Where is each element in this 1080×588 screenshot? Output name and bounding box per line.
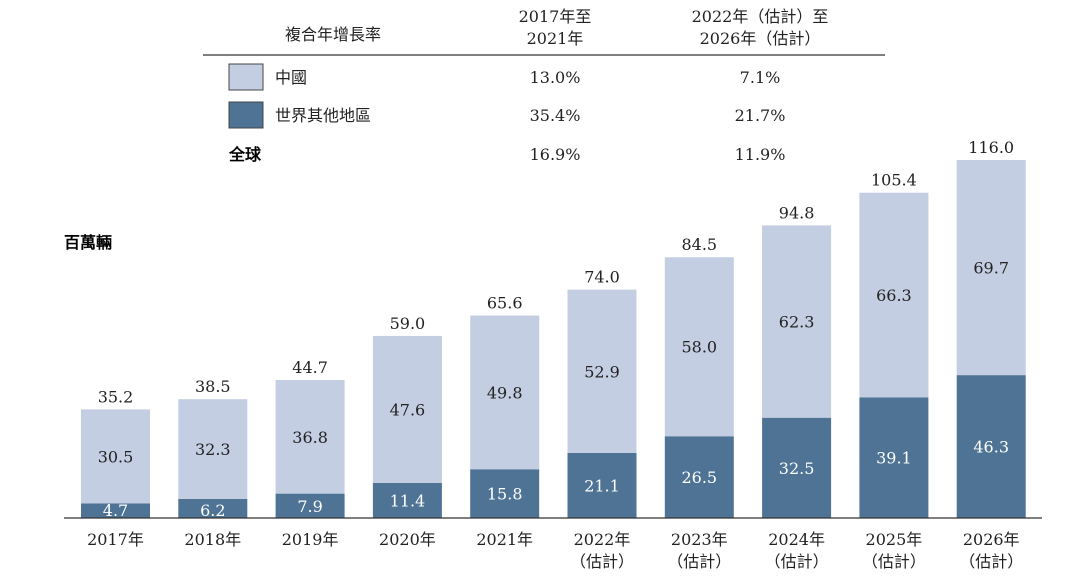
bar-rest-of-world (470, 469, 540, 518)
bar-rest-of-world (956, 375, 1026, 518)
x-tick-label: （估計） (667, 552, 731, 571)
bar-label-rest-of-world: 21.1 (584, 476, 620, 495)
legend-swatch-china (228, 63, 264, 91)
bar-total-label: 84.5 (681, 235, 717, 254)
cagr-rest-of-world-col2: 21.7% (735, 106, 786, 125)
bar-label-rest-of-world: 11.4 (390, 491, 426, 510)
cagr-col2-header-line2: 2026年（估計） (700, 29, 821, 48)
bar-label-rest-of-world: 39.1 (876, 449, 912, 468)
bar-rest-of-world (275, 493, 345, 518)
bar-label-china: 30.5 (98, 447, 134, 466)
cagr-global-col1: 16.9% (530, 145, 581, 164)
bar-rest-of-world (372, 482, 442, 518)
bar-label-china: 62.3 (779, 313, 815, 332)
bar-label-rest-of-world: 26.5 (681, 468, 717, 487)
cagr-col2-header-line1: 2022年（估計）至 (692, 7, 829, 26)
cagr-table: 複合年增長率 2017年至 2021年 2022年（估計）至 2026年（估計）… (203, 7, 885, 164)
x-tick-label: 2022年 (574, 530, 631, 549)
bar-label-rest-of-world: 6.2 (200, 501, 225, 520)
cagr-rest-of-world-col1: 35.4% (530, 106, 581, 125)
legend-label-global: 全球 (228, 145, 262, 164)
bar-china (956, 160, 1026, 376)
x-tick-label: 2026年 (963, 530, 1020, 549)
bar-total-label: 35.2 (98, 387, 134, 406)
cagr-global-col2: 11.9% (735, 145, 786, 164)
x-tick-label: （估計） (862, 552, 926, 571)
x-tick-label: 2025年 (866, 530, 923, 549)
bar-total-label: 94.8 (779, 203, 815, 222)
x-tick-label: 2021年 (476, 530, 533, 549)
cagr-col1-header-line1: 2017年至 (519, 7, 592, 26)
x-tick-label: 2020年 (379, 530, 436, 549)
bar-china (859, 192, 929, 398)
x-tick-label: 2024年 (768, 530, 825, 549)
bar-label-china: 36.8 (292, 428, 328, 447)
bar-label-rest-of-world: 4.7 (103, 501, 128, 520)
bar-total-label: 105.4 (871, 171, 917, 190)
bars-group: 4.7 30.5 35.2 2017年 6.2 32.3 38.5 2018年 7.9 36.8 4… (81, 138, 1026, 571)
legend-label-china: 中國 (275, 68, 307, 87)
bar-china (567, 289, 637, 453)
bar-rest-of-world (859, 397, 929, 518)
bar-rest-of-world (567, 452, 637, 518)
bar-label-rest-of-world: 32.5 (779, 459, 815, 478)
bar-rest-of-world (81, 503, 150, 518)
bar-total-label: 116.0 (968, 138, 1014, 157)
bar-label-china: 58.0 (681, 338, 717, 357)
bar-rest-of-world (664, 436, 734, 518)
bar-china (81, 409, 150, 504)
bar-label-china: 69.7 (973, 259, 1009, 278)
bar-rest-of-world (762, 417, 832, 518)
bar-label-china: 66.3 (876, 286, 912, 305)
bar-label-china: 47.6 (390, 400, 426, 419)
cagr-col1-header-line2: 2021年 (527, 29, 584, 48)
bar-label-rest-of-world: 46.3 (973, 438, 1009, 457)
bar-total-label: 44.7 (292, 358, 328, 377)
bar-total-label: 65.6 (487, 294, 523, 313)
cagr-title: 複合年增長率 (285, 25, 381, 44)
bar-china (664, 257, 734, 437)
bar-china (275, 380, 345, 494)
y-axis-unit-label: 百萬輛 (64, 233, 112, 252)
bar-label-rest-of-world: 15.8 (487, 485, 523, 504)
cagr-china-col2: 7.1% (740, 68, 781, 87)
bar-rest-of-world (178, 498, 248, 518)
bar-china (470, 315, 540, 470)
x-tick-label: （估計） (959, 552, 1023, 571)
x-tick-label: 2018年 (184, 530, 241, 549)
x-tick-label: 2019年 (282, 530, 339, 549)
legend-label-rest-of-world: 世界其他地區 (275, 106, 371, 125)
legend-swatch-rest-of-world (228, 101, 264, 129)
bar-total-label: 38.5 (195, 377, 231, 396)
bar-label-china: 49.8 (487, 383, 523, 402)
bar-china (762, 225, 832, 418)
x-tick-label: 2017年 (87, 530, 144, 549)
bar-china (178, 399, 248, 499)
bar-total-label: 74.0 (584, 268, 620, 287)
x-tick-label: （估計） (570, 552, 634, 571)
x-tick-label: 2023年 (671, 530, 728, 549)
bar-china (372, 335, 442, 483)
bar-total-label: 59.0 (390, 314, 426, 333)
bar-label-china: 32.3 (195, 440, 231, 459)
bar-label-rest-of-world: 7.9 (297, 497, 322, 516)
x-tick-label: （估計） (765, 552, 829, 571)
cagr-china-col1: 13.0% (530, 68, 581, 87)
bar-label-china: 52.9 (584, 362, 620, 381)
